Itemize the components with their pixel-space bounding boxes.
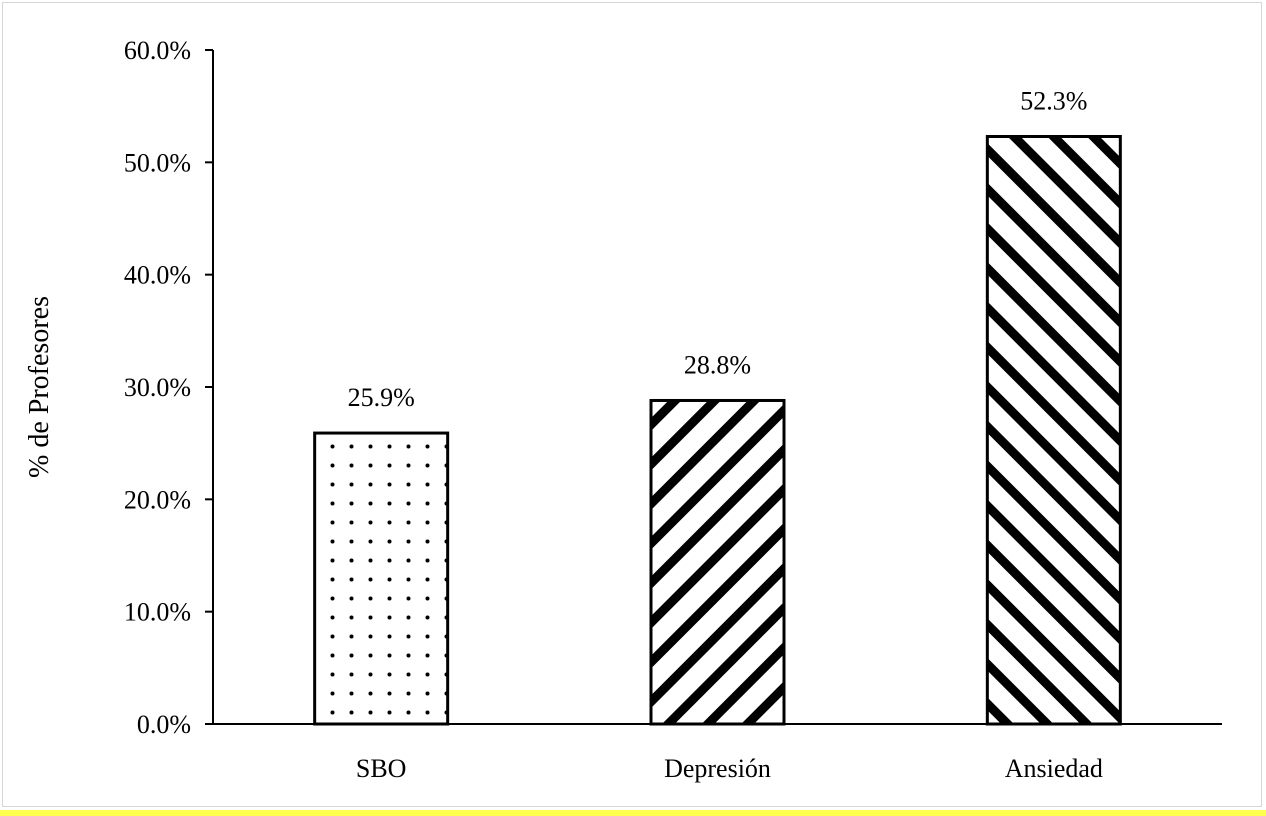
y-axis-title: % de Profesores: [24, 296, 55, 478]
bar-sbo: [313, 431, 450, 726]
bar-depresión: [649, 398, 786, 726]
bottom-accent-bar: [0, 810, 1266, 816]
y-tick-label: 40.0%: [124, 261, 191, 290]
x-category-label: SBO: [356, 754, 407, 783]
y-tick-label: 30.0%: [124, 373, 191, 402]
y-tick-label: 50.0%: [124, 148, 191, 177]
data-label: 52.3%: [1020, 86, 1087, 115]
bar-ansiedad: [985, 134, 1122, 726]
y-tick-label: 0.0%: [137, 710, 191, 739]
x-category-label: Depresión: [664, 754, 771, 783]
y-axis-ticks: 0.0% 10.0% 20.0% 30.0% 40.0% 50.0% 60.0%: [124, 36, 213, 739]
bars: [313, 134, 1122, 726]
data-label: 28.8%: [684, 350, 751, 379]
data-labels: 25.9% 28.8% 52.3%: [348, 86, 1088, 412]
data-label: 25.9%: [348, 383, 415, 412]
y-tick-label: 10.0%: [124, 598, 191, 627]
x-category-label: Ansiedad: [1005, 754, 1103, 783]
y-tick-label: 20.0%: [124, 485, 191, 514]
y-tick-label: 60.0%: [124, 36, 191, 65]
x-axis-labels: SBO Depresión Ansiedad: [356, 754, 1103, 783]
